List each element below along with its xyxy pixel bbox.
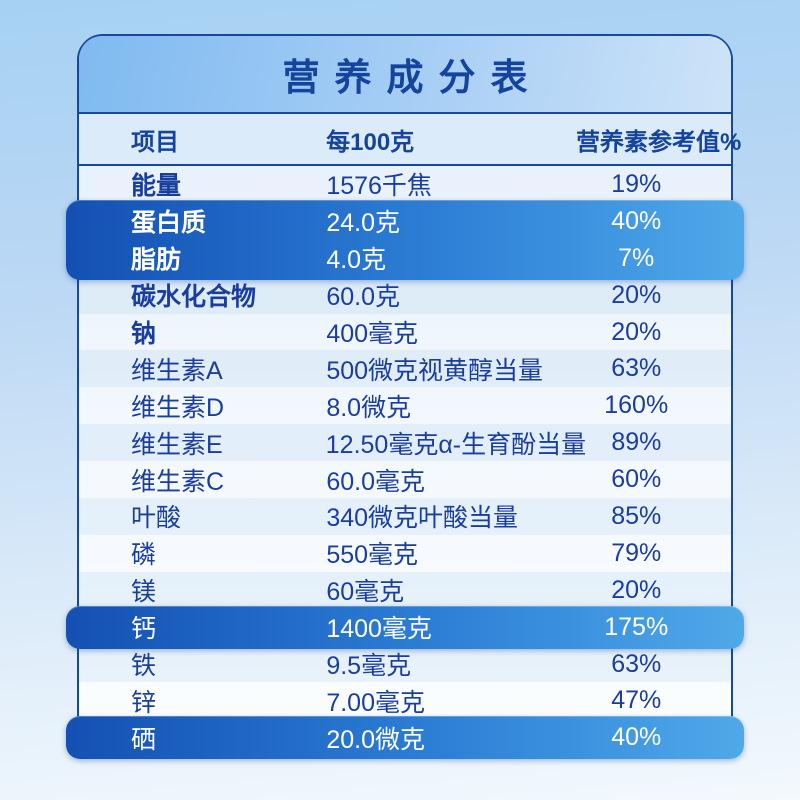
item-name-cell: 铁 [131, 652, 157, 681]
highlight-row-block: 硒 20.0微克 40% [66, 716, 744, 760]
table-row: 蛋白质 24.0克 40% [79, 203, 731, 240]
nrv-percent-cell: 7% [618, 243, 655, 272]
highlight-row-block: 蛋白质 24.0克 40% 脂肪 4.0克 7% [66, 199, 744, 280]
table-header-row: 项目 每100克 营养素参考值% [79, 114, 742, 166]
nrv-percent-cell: 40% [611, 723, 662, 752]
amount-cell: 9.5毫克 [326, 652, 412, 681]
table-row: 钙 1400毫克 175% [79, 609, 731, 646]
nutrition-facts-card: 营养成分表 项目 每100克 营养素参考值% 能量 1576千焦 19% 蛋白质 24.… [66, 34, 744, 760]
nrv-percent-cell: 47% [611, 686, 662, 715]
table-row: 碳水化合物 60.0克 20% [79, 276, 731, 314]
table-row: 维生素A 500微克视黄醇当量 63% [79, 350, 731, 388]
amount-cell: 1576千焦 [326, 172, 432, 201]
nrv-percent-cell: 20% [611, 575, 662, 604]
amount-cell: 60.0毫克 [326, 467, 425, 496]
highlight-row-block: 钙 1400毫克 175% [66, 605, 744, 649]
table-body: 能量 1576千焦 19% 蛋白质 24.0克 40% 脂肪 4.0克 7% 碳水化合物 60.0克… [66, 166, 744, 760]
amount-cell: 8.0微克 [326, 393, 412, 422]
table-row: 硒 20.0微克 40% [79, 719, 731, 756]
amount-cell: 12.50毫克α-生育酚当量 [325, 430, 587, 459]
table-row: 叶酸 340微克叶酸当量 85% [79, 498, 731, 535]
nrv-percent-cell: 19% [611, 169, 662, 198]
item-name-cell: 叶酸 [131, 504, 182, 533]
item-name-cell: 钙 [131, 615, 157, 644]
table-row: 钠 400毫克 20% [79, 314, 731, 351]
table-row: 脂肪 4.0克 7% [79, 240, 731, 277]
nrv-percent-cell: 40% [611, 206, 662, 235]
item-name-cell: 硒 [131, 725, 157, 754]
amount-cell: 20.0微克 [326, 725, 425, 754]
title-band: 营养成分表 [79, 36, 731, 114]
page-title: 营养成分表 [282, 57, 543, 98]
amount-cell: 60毫克 [326, 578, 405, 607]
nrv-percent-cell: 85% [611, 501, 662, 530]
item-name-cell: 磷 [131, 541, 157, 570]
table-row: 锌 7.00毫克 47% [79, 682, 731, 719]
header-per-100g: 每100克 [326, 128, 415, 156]
amount-cell: 7.00毫克 [326, 688, 425, 717]
amount-cell: 400毫克 [326, 320, 419, 348]
amount-cell: 60.0克 [326, 283, 400, 312]
nrv-percent-cell: 63% [611, 354, 662, 383]
amount-cell: 500微克视黄醇当量 [326, 356, 544, 385]
nrv-percent-cell: 160% [604, 391, 669, 420]
item-name-cell: 维生素E [131, 430, 223, 459]
item-name-cell: 锌 [131, 688, 157, 717]
nrv-percent-cell: 89% [611, 428, 662, 457]
item-name-cell: 碳水化合物 [131, 283, 257, 312]
item-name-cell: 维生素C [131, 467, 225, 496]
item-name-cell: 钠 [131, 320, 157, 348]
header-item: 项目 [131, 128, 179, 156]
table-row: 磷 550毫克 79% [79, 535, 731, 572]
nrv-percent-cell: 60% [611, 465, 662, 494]
table-row: 铁 9.5毫克 63% [79, 645, 731, 683]
item-name-cell: 脂肪 [131, 246, 182, 275]
item-name-cell: 维生素A [131, 356, 223, 385]
amount-cell: 1400毫克 [326, 615, 432, 644]
amount-cell: 4.0克 [326, 246, 387, 275]
nrv-percent-cell: 79% [611, 538, 662, 567]
table-row: 能量 1576千焦 19% [79, 166, 731, 203]
amount-cell: 24.0克 [326, 209, 400, 238]
amount-cell: 340微克叶酸当量 [326, 504, 519, 533]
amount-cell: 550毫克 [326, 541, 419, 570]
table-row: 维生素D 8.0微克 160% [79, 387, 731, 424]
nrv-percent-cell: 20% [611, 280, 662, 309]
nrv-percent-cell: 175% [604, 612, 669, 641]
nrv-percent-cell: 63% [611, 649, 662, 678]
item-name-cell: 能量 [131, 172, 182, 201]
header-nrv-percent: 营养素参考值% [576, 128, 742, 156]
item-name-cell: 镁 [131, 578, 157, 607]
item-name-cell: 维生素D [131, 393, 225, 422]
item-name-cell: 蛋白质 [131, 209, 207, 238]
table-row: 维生素E 12.50毫克α-生育酚当量 89% [79, 424, 731, 462]
nrv-percent-cell: 20% [611, 317, 662, 346]
table-row: 镁 60毫克 20% [79, 571, 731, 609]
table-row: 维生素C 60.0毫克 60% [79, 461, 731, 498]
